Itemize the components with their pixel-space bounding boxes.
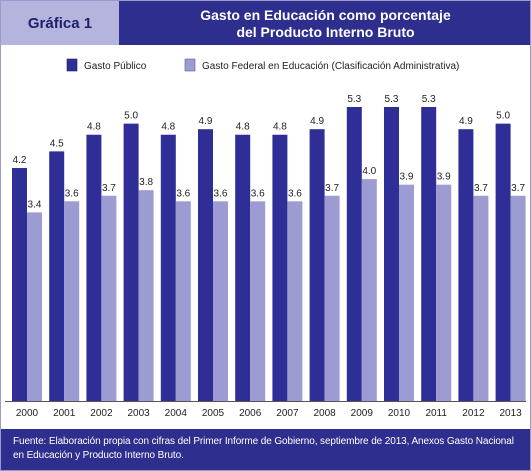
x-tick-label-2006: 2006	[239, 408, 262, 419]
data-label-gasto-publico-2006: 4.8	[236, 122, 250, 133]
bar-gasto-federal-2004	[175, 201, 191, 401]
data-label-gasto-publico-2007: 4.8	[273, 122, 287, 133]
data-label-gasto-publico-2000: 4.2	[13, 155, 27, 166]
x-tick-label-2007: 2007	[276, 408, 299, 419]
bar-gasto-publico-2001	[49, 151, 65, 401]
bar-gasto-federal-2000	[27, 212, 42, 401]
bar-gasto-publico-2002	[86, 134, 102, 401]
x-tick-label-2009: 2009	[351, 408, 374, 419]
data-label-gasto-federal-2004: 3.6	[176, 188, 190, 199]
data-label-gasto-federal-2013: 3.7	[511, 183, 525, 194]
bar-gasto-publico-2013	[495, 123, 511, 401]
bar-gasto-publico-2012	[458, 129, 474, 401]
data-label-gasto-publico-2003: 5.0	[124, 111, 138, 122]
data-label-gasto-publico-2010: 5.3	[385, 94, 399, 105]
bar-gasto-publico-2004	[160, 134, 176, 401]
bar-gasto-federal-2003	[138, 190, 154, 401]
data-label-gasto-publico-2001: 4.5	[50, 138, 64, 149]
x-tick-label-2008: 2008	[313, 408, 336, 419]
data-label-gasto-federal-2006: 3.6	[251, 188, 265, 199]
data-label-gasto-federal-2011: 3.9	[437, 172, 451, 183]
data-label-gasto-federal-2012: 3.7	[474, 183, 488, 194]
bar-gasto-federal-2009	[361, 179, 377, 401]
data-label-gasto-federal-2009: 4.0	[362, 166, 376, 177]
data-label-gasto-publico-2005: 4.9	[199, 116, 213, 127]
data-label-gasto-federal-2007: 3.6	[288, 188, 302, 199]
chart-title-line-1: Gasto en Educación como porcentaje	[200, 7, 451, 23]
x-tick-label-2001: 2001	[53, 408, 76, 419]
data-label-gasto-federal-2010: 3.9	[400, 172, 414, 183]
data-label-gasto-federal-2008: 3.7	[325, 183, 339, 194]
x-tick-label-2013: 2013	[499, 408, 522, 419]
bar-gasto-publico-2009	[346, 107, 362, 401]
data-label-gasto-publico-2013: 5.0	[496, 111, 510, 122]
x-tick-label-2002: 2002	[90, 408, 113, 419]
bar-gasto-federal-2007	[287, 201, 303, 401]
x-tick-label-2012: 2012	[462, 408, 485, 419]
header-bar: Gráfica 1 Gasto en Educación como porcen…	[1, 1, 530, 45]
source-line-1: Fuente: Elaboración propia con cifras de…	[13, 436, 514, 447]
bar-gasto-publico-2007	[272, 134, 288, 401]
chart-area: Gasto Público Gasto Federal en Educación …	[1, 45, 530, 429]
x-tick-label-2011: 2011	[425, 408, 447, 419]
chart-title: Gasto en Educación como porcentaje del P…	[121, 4, 530, 44]
data-label-gasto-publico-2011: 5.3	[422, 94, 436, 105]
bar-chart: Gasto Público Gasto Federal en Educación …	[5, 58, 526, 419]
bar-gasto-publico-2000	[12, 168, 27, 401]
legend-label-gasto-federal: Gasto Federal en Educación (Clasificació…	[202, 61, 459, 72]
bar-gasto-federal-2006	[250, 201, 266, 401]
data-label-gasto-publico-2012: 4.9	[459, 116, 473, 127]
bar-gasto-federal-2012	[473, 195, 489, 401]
data-label-gasto-federal-2000: 3.4	[28, 199, 42, 210]
legend-label-gasto-publico: Gasto Público	[84, 61, 147, 72]
bar-gasto-publico-2011	[421, 107, 437, 401]
source-line-2: en Educación y Producto Interno Bruto.	[13, 450, 184, 461]
bar-gasto-federal-2013	[510, 195, 526, 401]
legend-swatch-gasto-federal	[184, 58, 196, 72]
chart-number-label: Gráfica 1	[27, 14, 93, 32]
data-label-gasto-publico-2009: 5.3	[347, 94, 361, 105]
bar-gasto-publico-2005	[198, 129, 213, 401]
bar-gasto-publico-2003	[123, 123, 139, 401]
data-label-gasto-publico-2008: 4.9	[310, 116, 324, 127]
data-label-gasto-publico-2004: 4.8	[161, 122, 175, 133]
bar-gasto-federal-2010	[399, 184, 414, 401]
legend-swatch-gasto-publico	[66, 58, 78, 72]
bar-gasto-publico-2006	[235, 134, 251, 401]
bar-gasto-federal-2001	[64, 201, 80, 401]
data-label-gasto-federal-2002: 3.7	[102, 183, 116, 194]
bar-gasto-federal-2005	[213, 201, 228, 401]
bar-gasto-publico-2008	[309, 129, 325, 401]
source-footer: Fuente: Elaboración propia con cifras de…	[1, 429, 530, 470]
x-tick-label-2005: 2005	[202, 408, 225, 419]
bar-gasto-federal-2002	[101, 195, 117, 401]
data-label-gasto-federal-2003: 3.8	[139, 177, 153, 188]
bar-gasto-federal-2011	[436, 184, 452, 401]
x-tick-label-2010: 2010	[388, 408, 411, 419]
x-tick-label-2004: 2004	[165, 408, 188, 419]
bar-gasto-federal-2008	[324, 195, 340, 401]
x-tick-label-2000: 2000	[16, 408, 39, 419]
x-tick-label-2003: 2003	[127, 408, 150, 419]
data-label-gasto-federal-2005: 3.6	[214, 188, 228, 199]
bar-gasto-publico-2010	[384, 107, 399, 401]
data-label-gasto-federal-2001: 3.6	[65, 188, 79, 199]
data-label-gasto-publico-2002: 4.8	[87, 122, 101, 133]
chart-number-tab: Gráfica 1	[1, 1, 119, 45]
chart-title-line-2: del Producto Interno Bruto	[236, 24, 415, 40]
